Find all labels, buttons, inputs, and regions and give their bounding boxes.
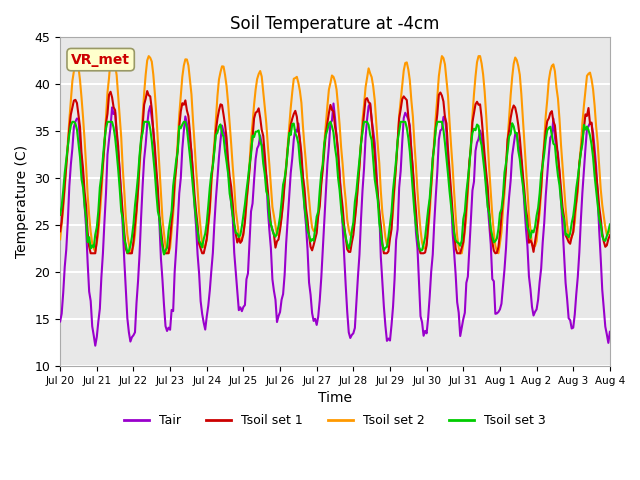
Legend: Tair, Tsoil set 1, Tsoil set 2, Tsoil set 3: Tair, Tsoil set 1, Tsoil set 2, Tsoil se… bbox=[119, 409, 551, 432]
Y-axis label: Temperature (C): Temperature (C) bbox=[15, 145, 29, 258]
X-axis label: Time: Time bbox=[318, 391, 352, 405]
Text: VR_met: VR_met bbox=[71, 53, 130, 67]
Title: Soil Temperature at -4cm: Soil Temperature at -4cm bbox=[230, 15, 440, 33]
